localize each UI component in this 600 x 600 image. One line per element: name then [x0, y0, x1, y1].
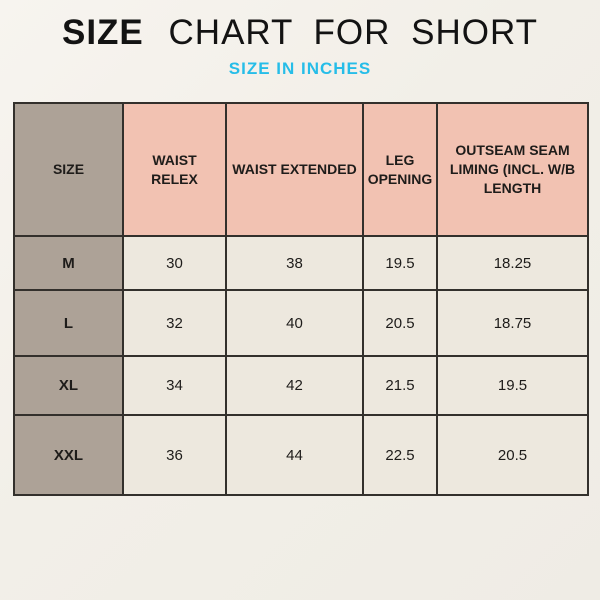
size-chart-table: SIZE WAIST RELEX WAIST EXTENDED LEG OPEN… — [13, 102, 589, 496]
cell-m-leg-opening: 19.5 — [362, 235, 438, 291]
row-label-l: L — [13, 289, 124, 357]
cell-xl-waist-relex: 34 — [122, 355, 227, 416]
table-row-xl: XL 34 42 21.5 19.5 — [13, 355, 589, 416]
row-label-m: M — [13, 235, 124, 291]
col-header-size: SIZE — [13, 102, 124, 237]
cell-xxl-waist-relex: 36 — [122, 414, 227, 496]
row-label-xl: XL — [13, 355, 124, 416]
col-header-outseam: OUTSEAM SEAM LIMING (INCL. W/B LENGTH — [436, 102, 589, 237]
cell-m-waist-extended: 38 — [225, 235, 364, 291]
cell-l-waist-relex: 32 — [122, 289, 227, 357]
page-title-rest: CHART FOR SHORT — [168, 13, 538, 52]
col-header-leg-opening: LEG OPENING — [362, 102, 438, 237]
col-header-waist-relex: WAIST RELEX — [122, 102, 227, 237]
cell-m-outseam: 18.25 — [436, 235, 589, 291]
page-title-bold-word: SIZE — [61, 13, 144, 52]
cell-xxl-waist-extended: 44 — [225, 414, 364, 496]
table-row-xxl: XXL 36 44 22.5 20.5 — [13, 414, 589, 496]
cell-m-waist-relex: 30 — [122, 235, 227, 291]
row-label-xxl: XXL — [13, 414, 124, 496]
cell-xl-leg-opening: 21.5 — [362, 355, 438, 416]
page-subtitle: SIZE IN INCHES — [228, 58, 372, 78]
cell-l-outseam: 18.75 — [436, 289, 589, 357]
page-title: SIZE CHART FOR SHORT — [0, 13, 600, 52]
cell-l-leg-opening: 20.5 — [362, 289, 438, 357]
header-row: SIZE WAIST RELEX WAIST EXTENDED LEG OPEN… — [13, 102, 589, 237]
table-row-m: M 30 38 19.5 18.25 — [13, 235, 589, 291]
cell-xxl-outseam: 20.5 — [436, 414, 589, 496]
cell-xxl-leg-opening: 22.5 — [362, 414, 438, 496]
col-header-waist-extended: WAIST EXTENDED — [225, 102, 364, 237]
cell-xl-outseam: 19.5 — [436, 355, 589, 416]
cell-l-waist-extended: 40 — [225, 289, 364, 357]
page-header: SIZE CHART FOR SHORT SIZE IN INCHES — [0, 0, 600, 79]
table-row-l: L 32 40 20.5 18.75 — [13, 289, 589, 357]
cell-xl-waist-extended: 42 — [225, 355, 364, 416]
